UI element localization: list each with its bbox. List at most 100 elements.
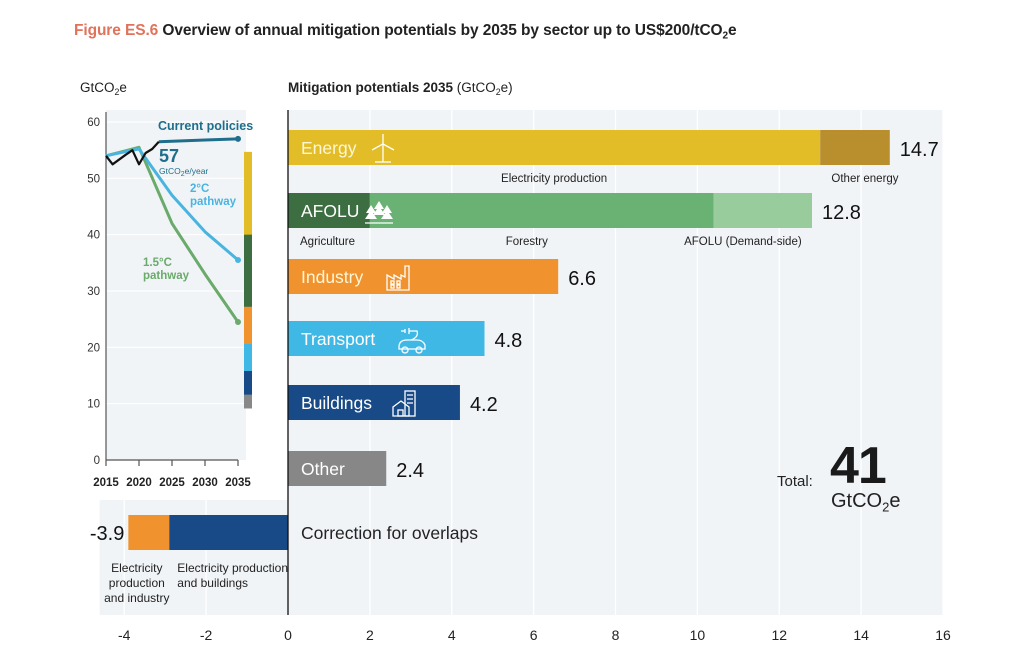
factory-window	[396, 284, 401, 289]
series-endpoint	[235, 257, 241, 264]
annotation-unit: GtCO2e/year	[159, 166, 208, 178]
x-tick-label: 2015	[93, 477, 119, 489]
x-tick-label: 16	[935, 627, 951, 643]
bar-segment	[713, 193, 812, 228]
left-chart-unit-label: GtCO2e	[80, 80, 127, 98]
bar-value-label: 4.2	[470, 394, 498, 416]
series-line-historical	[105, 140, 160, 166]
segment-label: Agriculture	[300, 236, 355, 248]
sector-label: Industry	[301, 267, 363, 287]
sector-label: Energy	[301, 138, 357, 158]
bar-segment	[288, 130, 821, 165]
bar-transport: Transport 4.8	[288, 321, 522, 356]
figure-number: Figure ES.6	[74, 22, 159, 39]
house-door	[397, 409, 404, 417]
figure-title-tail: e	[728, 22, 737, 39]
y-tick-label: 60	[87, 117, 100, 129]
x-tick-label: 8	[612, 627, 620, 643]
y-tick-label: 10	[87, 399, 100, 411]
gap-bar-segment-other	[244, 394, 252, 409]
sector-label: Transport	[301, 329, 375, 349]
gap-bar-segment-afolu	[244, 234, 252, 308]
mitigation-bar-chart: Electricity production Other energy Energy…	[90, 110, 951, 643]
x-tick-label: -4	[118, 627, 131, 643]
annotation-value: 57	[159, 146, 179, 166]
x-tick-label: 12	[771, 627, 787, 643]
electric-car-icon	[398, 328, 426, 354]
correction-segment-label: production	[109, 576, 165, 590]
bar-industry: Industry 6.6	[288, 259, 596, 294]
correction-segment-label: Electricity	[111, 561, 162, 575]
building-outline	[404, 390, 416, 417]
left-unit-main: GtCO	[80, 80, 115, 95]
pathway-2c-label: 2°C	[190, 183, 209, 195]
x-tick-label: 14	[853, 627, 869, 643]
gap-bar-segment-transport	[244, 343, 252, 372]
x-tick-label: 6	[530, 627, 538, 643]
correction-segment-label: Electricity production	[177, 561, 288, 575]
bar-buildings: Buildings 4.2	[288, 385, 498, 420]
series-line-current-policies	[158, 137, 239, 144]
bar-other: Other 2.4	[288, 451, 424, 486]
left-unit-tail: e	[119, 80, 127, 95]
factory-window	[396, 280, 401, 285]
x-tick-label: 10	[690, 627, 706, 643]
correction-label: Correction for overlaps	[301, 523, 479, 543]
correction-segment-label: and buildings	[177, 576, 248, 590]
y-tick-label: 20	[87, 342, 100, 354]
current-policies-label: Current policies	[158, 119, 253, 133]
right-chart-title: Mitigation potentials 2035 (GtCO2e)	[288, 80, 513, 98]
bar-segment	[288, 385, 460, 420]
tree-shape	[381, 205, 393, 219]
bar-segment	[288, 259, 559, 294]
gap-bar-segment-industry	[244, 306, 252, 345]
sector-label: AFOLU	[301, 201, 359, 221]
wind-turbine-icon	[371, 134, 395, 163]
total-unit-tail: e	[889, 490, 901, 512]
total-label: Total:	[777, 473, 813, 490]
bar-segment	[369, 193, 714, 228]
correction-segment-label: and industry	[104, 591, 169, 605]
bar-value-label: 2.4	[396, 460, 424, 482]
car-body	[398, 339, 426, 350]
segment-label: Electricity production	[501, 173, 607, 185]
correction-segment	[128, 515, 170, 550]
building-floors	[407, 394, 413, 404]
right-title-unit-tail: e)	[500, 80, 513, 95]
total-unit-main: GtCO	[831, 490, 883, 512]
x-tick-label: 2020	[126, 477, 152, 489]
total-unit: GtCO2e	[831, 490, 901, 514]
factory-outline	[386, 265, 410, 291]
factory-icon	[386, 265, 410, 291]
sector-label: Buildings	[301, 393, 372, 413]
x-tick-label: 2035	[225, 477, 251, 489]
gap-bar-segment-energy	[244, 151, 252, 235]
correction-segment	[169, 515, 288, 550]
x-tick-label: 4	[448, 627, 456, 643]
y-tick-label: 30	[87, 286, 100, 298]
car-wheel	[401, 346, 409, 354]
pathway-15c-label: pathway	[143, 270, 190, 282]
tree-shape	[373, 201, 385, 215]
bar-value-label: 4.8	[495, 330, 523, 352]
bar-afolu: Agriculture Forestry AFOLU (Demand-side) AF…	[288, 193, 861, 248]
left-unit-sub: 2	[114, 87, 120, 98]
bar-energy: Electricity production Other energy Energy…	[288, 130, 939, 185]
bar-segment	[288, 451, 387, 486]
pathway-15c-label: 1.5°C	[143, 257, 172, 269]
bar-segment	[288, 321, 485, 356]
correction-value-label: -3.9	[90, 523, 124, 545]
building-house-icon	[392, 390, 416, 417]
trees-icon	[365, 201, 393, 224]
series-line-2-c-pathway	[105, 147, 239, 262]
bar-value-label: 12.8	[822, 202, 861, 224]
gap-bar-segment-buildings	[244, 370, 252, 395]
turbine-blades	[371, 134, 395, 151]
y-tick-label: 40	[87, 230, 100, 242]
y-tick-label: 50	[87, 173, 100, 185]
series-endpoint	[235, 135, 241, 142]
line-chart-background	[106, 110, 246, 460]
x-tick-label: 2025	[159, 477, 185, 489]
right-title-unit-sub: 2	[495, 87, 501, 98]
